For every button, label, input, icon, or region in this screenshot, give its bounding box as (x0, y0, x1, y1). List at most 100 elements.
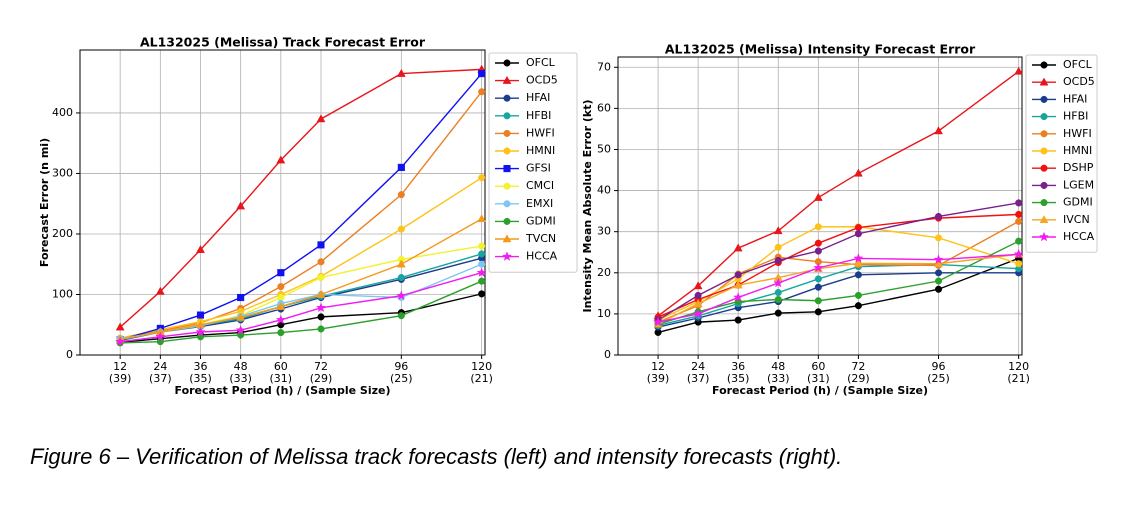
x-tick-sublabel: (31) (270, 372, 293, 385)
marker (155, 286, 165, 295)
x-tick-label: 48 (234, 360, 248, 373)
legend-label: OCD5 (1063, 75, 1095, 88)
series-line (657, 253, 1019, 323)
y-tick-label: 300 (52, 166, 73, 179)
marker (155, 331, 166, 342)
series-line (120, 218, 482, 340)
marker (1038, 231, 1050, 242)
legend-label: TVCN (525, 232, 556, 245)
series-line (119, 68, 482, 328)
x-tick-sublabel: (29) (310, 372, 333, 385)
marker (1039, 77, 1049, 86)
y-tick-label: 100 (52, 287, 73, 300)
marker (477, 214, 487, 223)
marker (196, 311, 205, 319)
marker (814, 308, 822, 316)
x-tick-label: 12 (651, 360, 665, 373)
marker (317, 313, 325, 321)
legend-label: HFBI (1063, 110, 1088, 123)
marker (854, 271, 862, 279)
x-tick-sublabel: (21) (470, 372, 493, 385)
marker (478, 290, 486, 298)
marker (813, 262, 824, 273)
marker (317, 325, 325, 333)
x-tick-sublabel: (21) (1007, 372, 1030, 385)
marker (277, 283, 285, 291)
marker (933, 254, 944, 264)
marker (1040, 113, 1048, 121)
legend-label: GDMI (526, 214, 556, 227)
marker (196, 244, 205, 253)
x-tick-sublabel: (29) (847, 372, 870, 385)
marker (774, 295, 782, 304)
marker (814, 239, 822, 247)
series-line (657, 202, 1019, 321)
marker (854, 224, 862, 232)
marker (503, 59, 511, 67)
marker (397, 191, 405, 199)
marker (1014, 66, 1024, 75)
series-line (120, 293, 482, 343)
legend-box (488, 52, 578, 273)
marker (277, 329, 285, 337)
marker (396, 259, 406, 268)
marker (774, 256, 782, 265)
marker (934, 285, 943, 293)
y-tick-label: 10 (597, 307, 611, 320)
marker (934, 269, 943, 277)
series-line (657, 272, 1019, 328)
marker (1040, 199, 1048, 207)
legend-label: EMXI (526, 197, 553, 210)
marker (478, 242, 486, 250)
x-tick-label: 72 (851, 360, 865, 373)
marker (693, 298, 703, 307)
marker (478, 174, 486, 182)
marker (397, 225, 405, 233)
marker (1040, 181, 1048, 189)
marker (853, 258, 863, 267)
marker (195, 326, 206, 337)
x-tick-label: 120 (1008, 360, 1029, 373)
series-line (120, 272, 482, 343)
marker (501, 251, 513, 261)
marker (694, 291, 702, 299)
marker (315, 302, 327, 313)
x-axis-label: Forecast Period (h) / (Sample Size) (175, 384, 391, 397)
marker (478, 70, 486, 78)
marker (237, 293, 245, 302)
marker (814, 247, 822, 255)
marker (316, 114, 326, 123)
marker (934, 234, 943, 242)
x-tick-sublabel: (39) (109, 372, 132, 385)
marker (276, 155, 286, 164)
marker (478, 88, 486, 96)
marker (733, 292, 744, 302)
x-tick-label: 72 (314, 360, 328, 373)
y-tick-label: 70 (597, 60, 611, 73)
marker (235, 324, 246, 335)
marker (478, 250, 486, 258)
series-line (657, 70, 1020, 317)
legend-label: HCCA (526, 250, 558, 263)
marker (1013, 248, 1024, 259)
marker (1040, 61, 1048, 69)
legend-label: HWFI (526, 126, 555, 139)
legend-label: CMCI (526, 179, 554, 192)
x-tick-sublabel: (39) (647, 372, 670, 385)
series-line (657, 257, 1019, 334)
series-line (119, 73, 483, 341)
x-tick-label: 48 (771, 360, 785, 373)
marker (397, 163, 405, 171)
marker (478, 260, 486, 268)
marker (854, 230, 862, 238)
x-tick-label: 96 (932, 360, 946, 373)
x-tick-label: 96 (394, 360, 408, 373)
x-tick-sublabel: (25) (390, 372, 413, 385)
marker (934, 212, 943, 221)
marker (236, 201, 246, 210)
marker (814, 283, 822, 291)
marker (854, 302, 862, 310)
y-axis-label: Forecast Error (n mi) (38, 138, 51, 267)
marker (1040, 164, 1048, 172)
legend-label: HMNI (526, 144, 555, 157)
